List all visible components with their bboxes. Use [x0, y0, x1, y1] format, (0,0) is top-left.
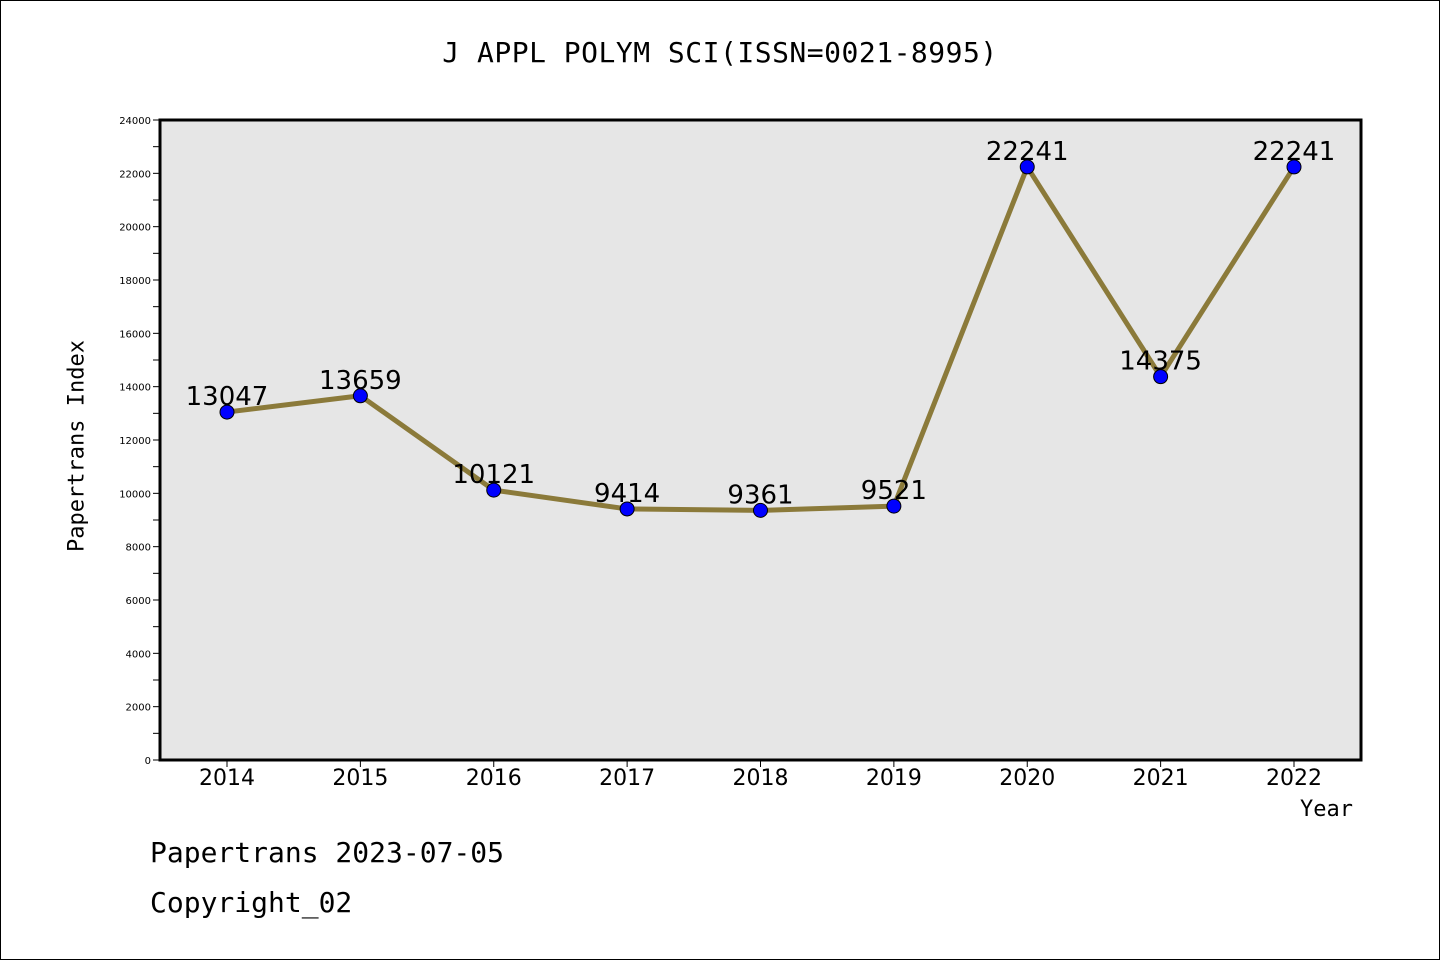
plot-border	[158, 118, 1363, 762]
footer-copyright: Copyright_02	[150, 886, 353, 919]
data-point-2018	[753, 502, 768, 518]
x-tick-label: 2017	[599, 766, 655, 791]
data-points	[219, 159, 1302, 518]
x-tick-label: 2015	[332, 766, 388, 791]
data-point-2019	[886, 498, 902, 514]
plot-area	[160, 120, 1361, 760]
data-label-2016: 10121	[452, 460, 535, 490]
y-tick-label: 24000	[119, 116, 151, 127]
y-tick-label: 0	[145, 756, 151, 767]
data-label-2015: 13659	[319, 366, 402, 396]
x-tick-label: 2018	[733, 766, 789, 791]
y-tick-label: 22000	[119, 169, 151, 180]
x-axis: 2014 2015 2016 2017 2018 2019 2020 2021 2022	[199, 760, 1322, 791]
y-tick-label: 16000	[119, 329, 151, 340]
data-point-2014	[219, 404, 235, 420]
data-label-2014: 13047	[186, 382, 269, 412]
data-point-2022	[1286, 159, 1302, 175]
chart-title: J APPL POLYM SCI(ISSN=0021-8995)	[442, 36, 998, 69]
y-tick-label: 14000	[119, 383, 151, 394]
x-tick-label: 2020	[999, 766, 1055, 791]
y-tick-label: 4000	[126, 649, 151, 660]
data-labels: 13047 13659 10121 9414 9361 9521 22241 14375 222…	[186, 137, 1336, 510]
y-tick-label: 12000	[119, 436, 151, 447]
x-tick-label: 2021	[1133, 766, 1189, 791]
x-tick-label: 2016	[466, 766, 522, 791]
y-tick-label: 18000	[119, 276, 151, 287]
data-label-2017: 9414	[594, 479, 660, 509]
y-tick-label: 10000	[119, 489, 151, 500]
data-label-2019: 9521	[861, 476, 927, 506]
x-tick-label: 2019	[866, 766, 922, 791]
data-point-2015	[352, 388, 368, 404]
data-label-2021: 14375	[1119, 347, 1202, 377]
x-tick-label: 2014	[199, 766, 255, 791]
data-point-2021	[1153, 369, 1169, 385]
data-point-2016	[486, 482, 502, 498]
y-tick-label: 6000	[126, 596, 151, 607]
y-tick-label: 20000	[119, 223, 151, 234]
x-tick-label: 2022	[1266, 766, 1322, 791]
data-label-2020: 22241	[986, 137, 1069, 167]
data-label-2018: 9361	[727, 480, 793, 510]
y-tick-label: 2000	[126, 703, 151, 714]
x-axis-label: Year	[1300, 797, 1353, 822]
data-point-2020	[1019, 159, 1035, 175]
y-axis: 0 2000 4000 6000 8000 10000 12000 14000 16000 180…	[119, 116, 160, 767]
y-tick-label: 8000	[126, 543, 151, 554]
data-label-2022: 22241	[1253, 137, 1336, 167]
footer-source: Papertrans 2023-07-05	[150, 836, 505, 869]
data-point-2017	[619, 501, 635, 517]
